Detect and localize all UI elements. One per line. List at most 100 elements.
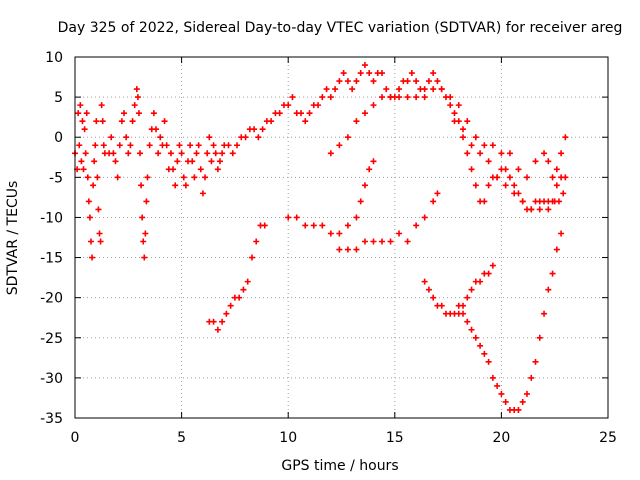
x-tick-label: 10 bbox=[279, 430, 297, 446]
data-point bbox=[197, 166, 204, 173]
data-point bbox=[244, 278, 251, 285]
data-point bbox=[78, 158, 85, 165]
data-point bbox=[75, 110, 82, 117]
data-point bbox=[82, 150, 89, 157]
data-point bbox=[323, 86, 330, 93]
data-point bbox=[460, 134, 467, 141]
data-point bbox=[100, 142, 107, 149]
data-point bbox=[464, 150, 471, 157]
data-point bbox=[293, 214, 300, 221]
data-point bbox=[545, 286, 552, 293]
data-point bbox=[344, 222, 351, 229]
data-point bbox=[408, 70, 415, 77]
data-point bbox=[421, 86, 428, 93]
data-series bbox=[336, 190, 441, 253]
data-point bbox=[174, 158, 181, 165]
data-point bbox=[212, 150, 219, 157]
data-point bbox=[219, 318, 226, 325]
data-point bbox=[259, 126, 266, 133]
data-point bbox=[214, 326, 221, 333]
data-point bbox=[92, 142, 99, 149]
data-point bbox=[297, 110, 304, 117]
data-point bbox=[515, 406, 522, 413]
data-point bbox=[489, 262, 496, 269]
data-point bbox=[236, 294, 243, 301]
data-point bbox=[91, 158, 98, 165]
data-point bbox=[472, 334, 479, 341]
data-point bbox=[413, 78, 420, 85]
plot-frame bbox=[74, 56, 609, 419]
data-point bbox=[253, 238, 260, 245]
data-point bbox=[379, 238, 386, 245]
data-point bbox=[519, 398, 526, 405]
data-point bbox=[455, 102, 462, 109]
data-point bbox=[137, 150, 144, 157]
data-point bbox=[447, 102, 454, 109]
data-point bbox=[451, 110, 458, 117]
data-point bbox=[95, 206, 102, 213]
data-point bbox=[502, 398, 509, 405]
data-point bbox=[89, 254, 96, 261]
data-point bbox=[455, 302, 462, 309]
data-point bbox=[344, 134, 351, 141]
data-point bbox=[383, 86, 390, 93]
data-point bbox=[541, 310, 548, 317]
data-point bbox=[94, 174, 101, 181]
data-point bbox=[551, 198, 558, 205]
data-point bbox=[511, 190, 518, 197]
data-point bbox=[425, 78, 432, 85]
data-point bbox=[161, 118, 168, 125]
data-point bbox=[155, 150, 162, 157]
data-point bbox=[464, 318, 471, 325]
data-point bbox=[336, 246, 343, 253]
data-point bbox=[361, 62, 368, 69]
data-series bbox=[72, 62, 569, 261]
data-point bbox=[494, 174, 501, 181]
data-point bbox=[125, 150, 132, 157]
data-point bbox=[223, 310, 230, 317]
data-series bbox=[327, 86, 569, 213]
data-point bbox=[468, 286, 475, 293]
data-point bbox=[379, 94, 386, 101]
data-point bbox=[150, 110, 157, 117]
data-point bbox=[485, 158, 492, 165]
data-point bbox=[80, 166, 87, 173]
data-point bbox=[172, 182, 179, 189]
chart-title: Day 325 of 2022, Sidereal Day-to-day VTE… bbox=[58, 20, 623, 36]
x-tick-label: 25 bbox=[599, 430, 617, 446]
data-point bbox=[261, 222, 268, 229]
data-point bbox=[229, 150, 236, 157]
y-tick-label: -10 bbox=[40, 210, 63, 226]
data-point bbox=[545, 158, 552, 165]
data-point bbox=[485, 358, 492, 365]
y-tick-label: -25 bbox=[40, 331, 63, 347]
y-tick-label: 0 bbox=[54, 130, 63, 146]
data-point bbox=[116, 142, 123, 149]
data-point bbox=[366, 70, 373, 77]
data-point bbox=[340, 70, 347, 77]
y-tick-label: -35 bbox=[40, 411, 63, 427]
data-point bbox=[81, 126, 88, 133]
data-point bbox=[127, 142, 134, 149]
data-point bbox=[99, 118, 106, 125]
data-point bbox=[131, 102, 138, 109]
data-point bbox=[268, 118, 275, 125]
data-point bbox=[310, 222, 317, 229]
data-point bbox=[79, 118, 86, 125]
data-point bbox=[98, 102, 105, 109]
data-point bbox=[336, 78, 343, 85]
data-point bbox=[114, 174, 121, 181]
data-point bbox=[485, 270, 492, 277]
data-point bbox=[285, 214, 292, 221]
data-point bbox=[472, 134, 479, 141]
data-point bbox=[549, 174, 556, 181]
data-point bbox=[396, 86, 403, 93]
data-point bbox=[306, 110, 313, 117]
data-point bbox=[353, 118, 360, 125]
data-point bbox=[430, 70, 437, 77]
y-tick-label: -5 bbox=[49, 170, 63, 186]
data-point bbox=[361, 182, 368, 189]
y-tick-label: -20 bbox=[40, 291, 63, 307]
